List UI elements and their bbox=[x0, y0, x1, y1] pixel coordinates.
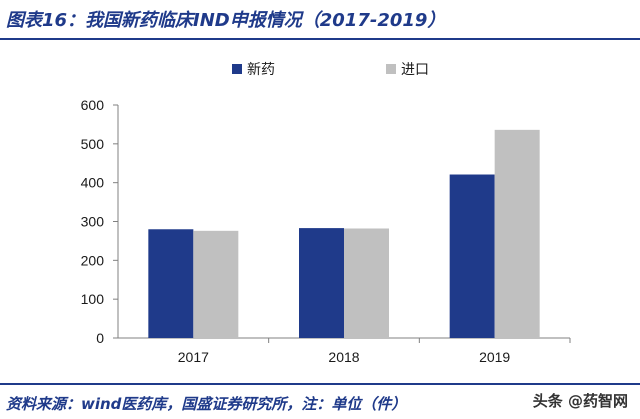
bar-import-2019 bbox=[494, 129, 540, 338]
bar-new-drug-2018 bbox=[299, 228, 344, 338]
legend-swatch-import bbox=[386, 64, 396, 74]
bar-new-drug-2019 bbox=[449, 174, 495, 338]
y-tick-label: 100 bbox=[81, 291, 105, 307]
x-tick-label: 2017 bbox=[178, 349, 209, 365]
legend-label-import: 进口 bbox=[401, 62, 429, 78]
bar-chart: 0 100 200 300 400 500 600 2017 2018 2019 新药 进口 bbox=[81, 62, 571, 365]
footer-divider bbox=[0, 383, 640, 385]
watermark: 头条 @药智网 bbox=[528, 388, 632, 413]
source-note: 资料来源：wind医药库，国盛证券研究所，注：单位（件） bbox=[6, 395, 407, 413]
y-tick-label: 400 bbox=[81, 175, 105, 191]
bar-new-drug-2017 bbox=[148, 229, 194, 338]
y-tick-label: 200 bbox=[81, 252, 105, 268]
y-tick-label: 0 bbox=[96, 330, 104, 346]
x-tick-label: 2018 bbox=[328, 349, 359, 365]
y-tick-label: 300 bbox=[81, 214, 105, 230]
bar-import-2018 bbox=[344, 228, 389, 338]
title-divider bbox=[0, 38, 640, 40]
legend-label-new-drug: 新药 bbox=[247, 62, 275, 78]
legend-swatch-new-drug bbox=[232, 64, 242, 74]
y-tick-label: 500 bbox=[81, 136, 105, 152]
bar-import-2017 bbox=[193, 230, 239, 338]
y-tick-label: 600 bbox=[81, 97, 105, 113]
x-tick-label: 2019 bbox=[479, 349, 510, 365]
page-title: 图表16：我国新药临床IND申报情况（2017-2019） bbox=[6, 10, 446, 31]
